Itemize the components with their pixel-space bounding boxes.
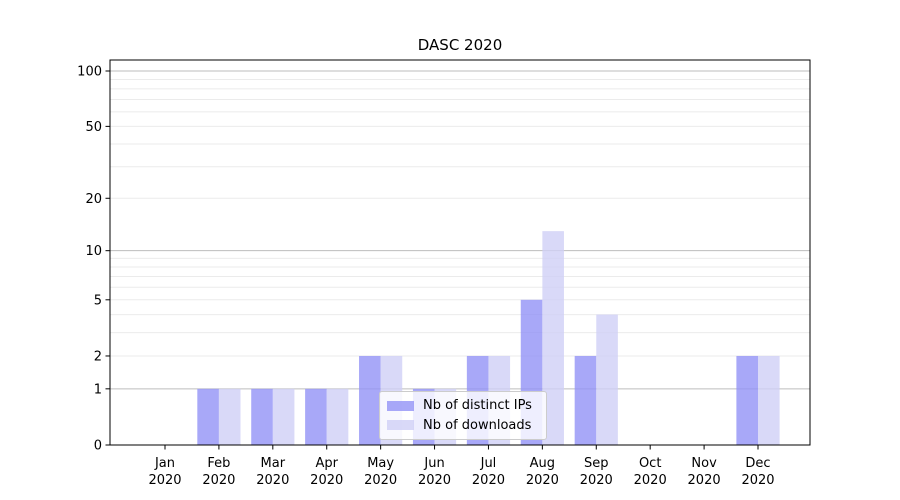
y-tick-label: 100 bbox=[77, 65, 102, 80]
chart-legend: Nb of distinct IPs Nb of downloads bbox=[379, 391, 547, 440]
x-tick-label-year: 2020 bbox=[634, 473, 667, 488]
x-tick-label-month: Oct bbox=[639, 456, 661, 471]
bar-distinct-ips bbox=[305, 388, 327, 445]
legend-entry-distinct-ips: Nb of distinct IPs bbox=[387, 398, 538, 413]
x-tick-label-year: 2020 bbox=[364, 473, 397, 488]
bar-downloads bbox=[272, 388, 295, 445]
bar-downloads bbox=[596, 314, 618, 445]
x-tick-label-month: Jun bbox=[423, 456, 444, 471]
legend-entry-downloads: Nb of downloads bbox=[387, 418, 538, 433]
y-tick-label: 5 bbox=[94, 293, 102, 308]
bar-distinct-ips bbox=[197, 388, 219, 445]
bar-distinct-ips bbox=[736, 355, 758, 445]
bar-downloads bbox=[758, 355, 780, 445]
x-tick-label-month: Apr bbox=[315, 456, 338, 471]
legend-swatch-distinct-ips bbox=[387, 400, 414, 411]
legend-swatch-downloads bbox=[387, 420, 414, 431]
x-tick-label-year: 2020 bbox=[256, 473, 289, 488]
x-tick-label-month: Aug bbox=[530, 456, 555, 471]
x-tick-label-year: 2020 bbox=[148, 473, 181, 488]
x-tick-label-year: 2020 bbox=[310, 473, 343, 488]
x-tick-label-month: Dec bbox=[745, 456, 770, 471]
legend-label-distinct-ips: Nb of distinct IPs bbox=[423, 398, 532, 414]
y-tick-label: 20 bbox=[85, 192, 102, 207]
x-tick-label-year: 2020 bbox=[580, 473, 613, 488]
legend-label-downloads: Nb of downloads bbox=[423, 417, 532, 433]
x-tick-label-year: 2020 bbox=[526, 473, 559, 488]
x-tick-label-year: 2020 bbox=[472, 473, 505, 488]
y-tick-label: 2 bbox=[94, 349, 102, 364]
chart-title: DASC 2020 bbox=[417, 36, 503, 54]
x-tick-label-month: Jul bbox=[480, 456, 497, 471]
x-tick-label-month: Jan bbox=[154, 456, 175, 471]
bar-distinct-ips bbox=[359, 355, 381, 445]
x-tick-label-month: May bbox=[367, 456, 394, 471]
bar-distinct-ips bbox=[574, 355, 597, 445]
bar-downloads bbox=[326, 388, 349, 445]
x-tick-label-month: Mar bbox=[261, 456, 286, 471]
bar-downloads bbox=[218, 388, 241, 445]
x-tick-label-month: Sep bbox=[584, 456, 609, 471]
y-tick-label: 10 bbox=[85, 244, 102, 259]
x-tick-label-year: 2020 bbox=[741, 473, 774, 488]
x-tick-label-year: 2020 bbox=[202, 473, 235, 488]
y-tick-label: 50 bbox=[85, 120, 102, 135]
bar-downloads bbox=[542, 231, 564, 445]
bar-distinct-ips bbox=[251, 388, 273, 445]
x-tick-label-month: Feb bbox=[207, 456, 230, 471]
x-tick-label-month: Nov bbox=[691, 456, 717, 471]
x-tick-label-year: 2020 bbox=[418, 473, 451, 488]
y-tick-label: 0 bbox=[94, 439, 102, 454]
axes-spines bbox=[109, 59, 811, 446]
x-tick-label-year: 2020 bbox=[688, 473, 721, 488]
y-tick-label: 1 bbox=[94, 382, 102, 397]
